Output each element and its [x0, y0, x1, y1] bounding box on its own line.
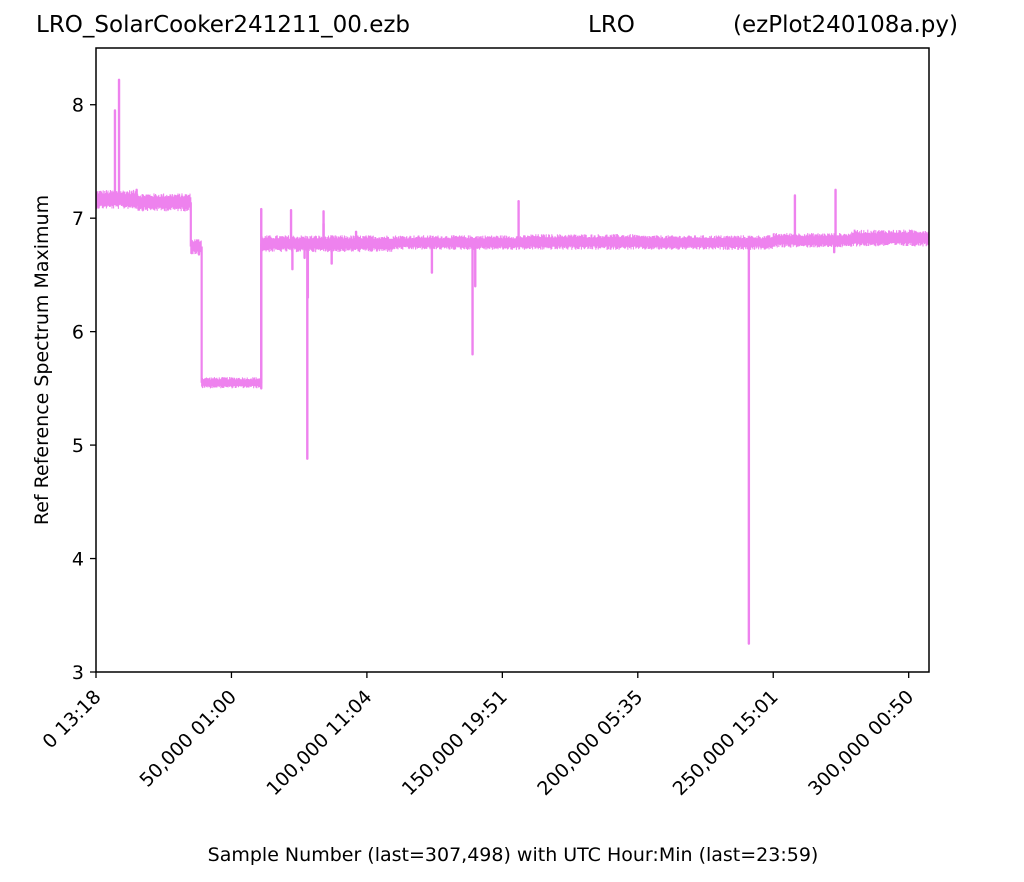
y-tick-label: 3 — [72, 662, 84, 684]
data-band-3 — [201, 377, 262, 389]
plot-frame — [95, 47, 930, 673]
data-band-7 — [637, 235, 774, 250]
data-band-5 — [393, 235, 530, 250]
x-axis: 0 13:18 50,000 01:00 100,000 11:04 150,000 … — [38, 672, 918, 800]
plot-content — [96, 78, 929, 645]
x-tick-label: 100,000 11:04 — [262, 686, 376, 800]
data-band-8 — [772, 233, 853, 248]
x-tick-label: 150,000 19:51 — [398, 686, 512, 800]
chart-title-script: (ezPlot240108a.py) — [733, 12, 958, 38]
x-axis-label: Sample Number (last=307,498) with UTC Ho… — [208, 844, 819, 866]
y-tick-label: 6 — [72, 322, 84, 344]
x-tick-label: 200,000 05:35 — [533, 686, 647, 800]
data-band-0 — [96, 189, 139, 210]
y-axis: 3 4 5 6 7 8 — [72, 95, 96, 684]
data-band-4 — [260, 235, 394, 253]
chart-title-station: LRO — [588, 12, 635, 38]
chart-title-filename: LRO_SolarCooker241211_00.ezb — [36, 12, 411, 38]
y-axis-label: Ref Reference Spectrum Maximum — [31, 195, 53, 525]
data-band-1 — [137, 193, 192, 212]
data-band-6 — [528, 234, 638, 250]
x-tick-label: 300,000 00:50 — [804, 686, 918, 800]
data-band-9 — [851, 229, 929, 247]
x-tick-label: 250,000 15:01 — [669, 686, 783, 800]
y-tick-label: 5 — [72, 435, 84, 457]
x-tick-label: 0 13:18 — [38, 686, 105, 753]
y-tick-label: 8 — [72, 95, 84, 117]
y-tick-label: 7 — [72, 208, 84, 230]
x-tick-label: 50,000 01:00 — [135, 686, 241, 792]
y-tick-label: 4 — [72, 549, 84, 571]
series-0 — [96, 78, 929, 645]
